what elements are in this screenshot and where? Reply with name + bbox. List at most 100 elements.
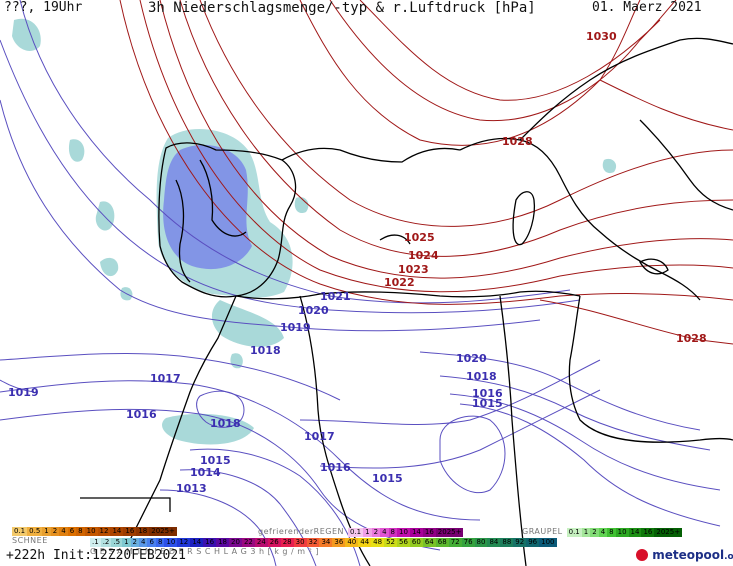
graupel-title: GRAUPEL bbox=[522, 527, 563, 536]
brand-icon bbox=[636, 549, 648, 561]
legend-swatch: 6 bbox=[67, 527, 77, 536]
isobar-label: 1024 bbox=[408, 249, 439, 262]
isobar-label: 1016 bbox=[126, 408, 157, 421]
isobar-label: 1016 bbox=[320, 461, 351, 474]
brand-name: meteopool bbox=[652, 548, 725, 562]
isobar-label: 1017 bbox=[304, 430, 335, 443]
legend-swatch: 2 bbox=[590, 528, 599, 537]
isobar-label: 1023 bbox=[398, 263, 429, 276]
legend-graupel: GRAUPEL 0.1 1 2 4 8 10 14 16 2025+ bbox=[520, 527, 684, 537]
legend-swatch: 0.1 bbox=[12, 527, 28, 536]
precipitation-areas bbox=[12, 18, 617, 445]
freezing-title: gefrierenderREGEN bbox=[258, 527, 344, 536]
legend-swatch: 10 bbox=[84, 527, 98, 536]
isobar-label: 1019 bbox=[280, 321, 311, 334]
isobar-label: 1022 bbox=[384, 276, 415, 289]
isobar-labels-low: 1021 1020 1019 1018 1017 1016 1018 1015 … bbox=[8, 290, 503, 495]
isobar-label: 1014 bbox=[190, 466, 221, 479]
legend-swatch: 2025+ bbox=[435, 528, 464, 537]
coastlines bbox=[80, 37, 733, 566]
run-time-label: ???, 19Uhr bbox=[4, 0, 83, 15]
legend-swatch: 4 bbox=[139, 538, 148, 547]
total-scale: .1.2.5 1 2 4 6 8 10 12 14 16 18 20 22 24 26 28 30 32 34 36 4… bbox=[90, 538, 557, 547]
legend-swatch: 18 bbox=[136, 527, 150, 536]
legend-swatch: 4 bbox=[59, 527, 68, 536]
isobar-label: 1025 bbox=[404, 231, 435, 244]
isobar-label: 1028 bbox=[502, 135, 533, 148]
legend-swatch: .5 bbox=[111, 538, 123, 547]
isobar-label: 1021 bbox=[320, 290, 351, 303]
legend-swatch: 68 bbox=[435, 538, 449, 547]
legend-swatch: 16 bbox=[203, 538, 217, 547]
legend-swatch: 12 bbox=[177, 538, 191, 547]
legend-swatch: 16 bbox=[123, 527, 137, 536]
page-title: 3h Niederschlagsmenge/-typ & r.Luftdruck… bbox=[148, 0, 536, 16]
legend-swatch: 26 bbox=[267, 538, 281, 547]
legend-swatch: 92 bbox=[513, 538, 527, 547]
snow-scale: 0.1 0.5 1 2 4 6 8 10 12 14 16 18 2025+ bbox=[12, 527, 177, 536]
legend-swatch: 4 bbox=[598, 528, 608, 537]
legend-swatch: 1 bbox=[42, 527, 51, 536]
legend-total: .1.2.5 1 2 4 6 8 10 12 14 16 18 20 22 24 26 28 30 32 34 36 4… bbox=[90, 538, 557, 556]
legend-swatch: 64 bbox=[422, 538, 436, 547]
legend-swatch: 1 bbox=[122, 538, 131, 547]
legend-swatch: 36 bbox=[332, 538, 346, 547]
forecast-date: 01. Maerz 2021 bbox=[592, 0, 702, 15]
isobar-label: 1030 bbox=[586, 30, 617, 43]
legend-swatch: 34 bbox=[319, 538, 333, 547]
legend-swatch: 10 bbox=[615, 528, 629, 537]
legend-swatch: 14 bbox=[190, 538, 204, 547]
legend-swatch: 14 bbox=[110, 527, 124, 536]
legend-swatch: 84 bbox=[487, 538, 501, 547]
legend-swatch: 1 bbox=[581, 528, 591, 537]
init-time-label: +222h Init:12Z20FEB2021 bbox=[6, 548, 187, 563]
isobar-label: 1015 bbox=[200, 454, 231, 467]
isobar-label: 1016 bbox=[472, 387, 503, 400]
brand-logo[interactable]: meteopool.org bbox=[636, 548, 733, 562]
legend-swatch: 2 bbox=[371, 528, 381, 537]
legend-swatch: 10 bbox=[164, 538, 178, 547]
legend-swatch: 30 bbox=[293, 538, 307, 547]
legend-swatch: 44 bbox=[358, 538, 372, 547]
legend-swatch: 14 bbox=[409, 528, 423, 537]
legend-swatch: 16 bbox=[641, 528, 655, 537]
legend-swatch: 0.5 bbox=[27, 527, 43, 536]
legend-swatch: 2 bbox=[130, 538, 139, 547]
legend-swatch: 0.1 bbox=[566, 528, 582, 537]
brand-tld: .org bbox=[724, 552, 733, 562]
legend-swatch: 2025+ bbox=[149, 527, 177, 536]
legend-swatch: 8 bbox=[607, 528, 616, 537]
legend-swatch: 40 bbox=[345, 538, 359, 547]
legend-swatch: 56 bbox=[397, 538, 410, 547]
legend-swatch: 10 bbox=[397, 528, 410, 537]
legend-swatch: 2025+ bbox=[654, 528, 683, 537]
isobar-label: 1015 bbox=[472, 397, 503, 410]
legend-swatch: 52 bbox=[384, 538, 397, 547]
isobar-label: 1018 bbox=[250, 344, 281, 357]
legend-swatch: 96 bbox=[526, 538, 540, 547]
legend-swatch: 100 bbox=[539, 538, 557, 547]
legend-swatch: 14 bbox=[628, 528, 642, 537]
isobar-label: 1019 bbox=[8, 386, 39, 399]
isobar-label: 1015 bbox=[372, 472, 403, 485]
legend-swatch: 28 bbox=[280, 538, 294, 547]
isobar-labels-high: 1030 1028 1025 1024 1023 1022 1028 bbox=[384, 30, 707, 345]
legend-swatch: 24 bbox=[254, 538, 268, 547]
legend-swatch: 0.1 bbox=[348, 528, 364, 537]
legend-swatch: 16 bbox=[422, 528, 436, 537]
legend-swatch: 8 bbox=[76, 527, 85, 536]
legend-swatch: 32 bbox=[306, 538, 320, 547]
legend-swatch: 80 bbox=[474, 538, 488, 547]
legend-swatch: 4 bbox=[380, 528, 389, 537]
legend-swatch: 22 bbox=[241, 538, 255, 547]
legend-swatch: 2 bbox=[50, 527, 60, 536]
isobar-label: 1018 bbox=[210, 417, 241, 430]
isobar-label: 1028 bbox=[676, 332, 707, 345]
legend-swatch: .2 bbox=[100, 538, 112, 547]
snow-title: SCHNEE bbox=[12, 536, 48, 545]
legend-swatch: 6 bbox=[147, 538, 156, 547]
isobar-label: 1017 bbox=[150, 372, 181, 385]
isobar-label: 1018 bbox=[466, 370, 497, 383]
